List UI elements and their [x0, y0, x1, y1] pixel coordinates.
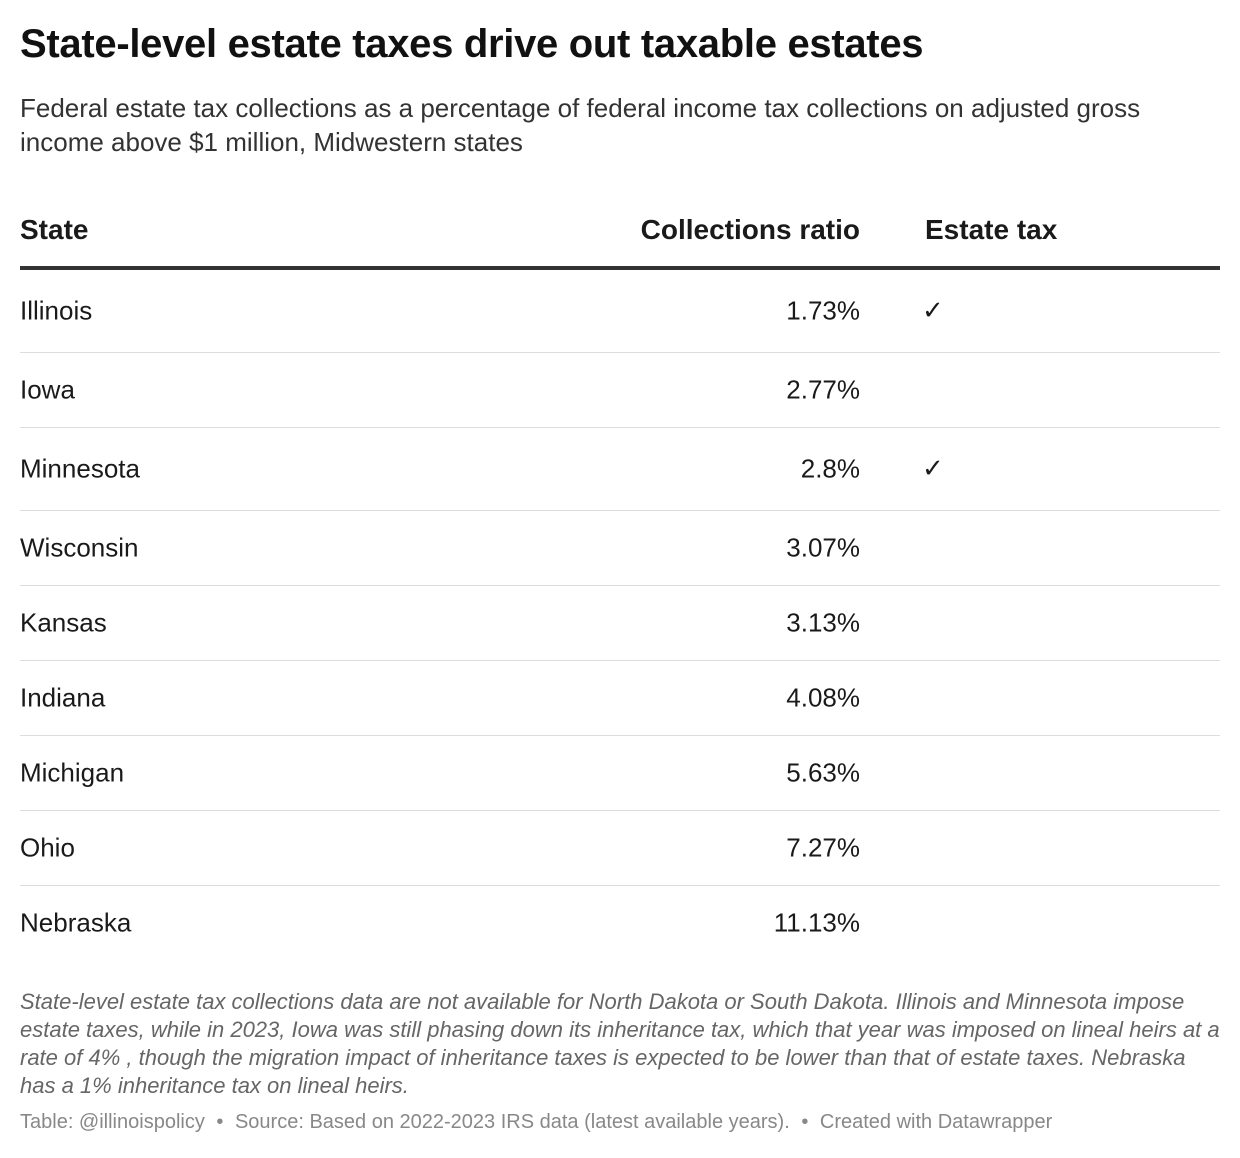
state-cell: Wisconsin: [20, 532, 139, 563]
collections-ratio-cell: 7.27%: [786, 832, 860, 863]
collections-ratio-cell: 11.13%: [773, 907, 860, 938]
chart-title: State-level estate taxes drive out taxab…: [20, 22, 924, 66]
table-row: Indiana 4.08%: [20, 661, 1220, 736]
table-row: Wisconsin 3.07%: [20, 511, 1220, 586]
collections-ratio-cell: 3.07%: [786, 532, 860, 563]
table-row: Ohio 7.27%: [20, 811, 1220, 886]
state-cell: Michigan: [20, 757, 125, 788]
table-row: Kansas 3.13%: [20, 586, 1220, 661]
checkmark-icon: ✓: [922, 454, 944, 484]
state-cell: Indiana: [20, 682, 106, 713]
collections-ratio-cell: 1.73%: [786, 295, 860, 326]
table-row: Minnesota 2.8% ✓: [20, 428, 1220, 511]
footer-separator: •: [801, 1111, 809, 1133]
state-cell: Kansas: [20, 607, 107, 638]
chart-notes: State-level estate tax collections data …: [20, 989, 1220, 1098]
table-row: Michigan 5.63%: [20, 736, 1220, 811]
table-body: Illinois 1.73% ✓ Iowa 2.77% Minnesota 2.8% ✓ Wis…: [20, 270, 1220, 960]
column-header-estate-tax[interactable]: Estate tax: [925, 214, 1058, 245]
column-header-collections-ratio[interactable]: Collections ratio: [640, 214, 860, 245]
table-header: State Collections ratio Estate tax: [20, 196, 1220, 270]
collections-ratio-cell: 5.63%: [786, 757, 860, 788]
table-row: Illinois 1.73% ✓: [20, 270, 1220, 353]
collections-ratio-cell: 4.08%: [786, 682, 860, 713]
table-credit: Table: @illinoispolicy: [20, 1111, 205, 1133]
collections-ratio-cell: 2.77%: [786, 374, 860, 405]
state-cell: Ohio: [20, 832, 75, 863]
collections-ratio-cell: 3.13%: [786, 607, 860, 638]
column-header-state[interactable]: State: [20, 214, 89, 245]
data-table: State Collections ratio Estate tax Illin…: [20, 196, 1220, 960]
table-row: Iowa 2.77%: [20, 353, 1220, 428]
checkmark-icon: ✓: [922, 296, 944, 326]
table-row: Nebraska 11.13%: [20, 886, 1220, 960]
collections-ratio-cell: 2.8%: [800, 453, 860, 484]
datawrapper-credit[interactable]: Created with Datawrapper: [819, 1111, 1053, 1133]
state-cell: Iowa: [20, 374, 75, 405]
footer-separator: •: [216, 1111, 224, 1133]
chart-subtitle: Federal estate tax collections as a perc…: [20, 93, 1141, 157]
state-cell: Minnesota: [20, 453, 140, 484]
state-cell: Nebraska: [20, 907, 132, 938]
state-cell: Illinois: [20, 295, 93, 326]
chart-footer: Table: @illinoispolicy • Source: Based o…: [20, 1111, 1220, 1134]
source-text: Source: Based on 2022-2023 IRS data (lat…: [234, 1111, 790, 1133]
